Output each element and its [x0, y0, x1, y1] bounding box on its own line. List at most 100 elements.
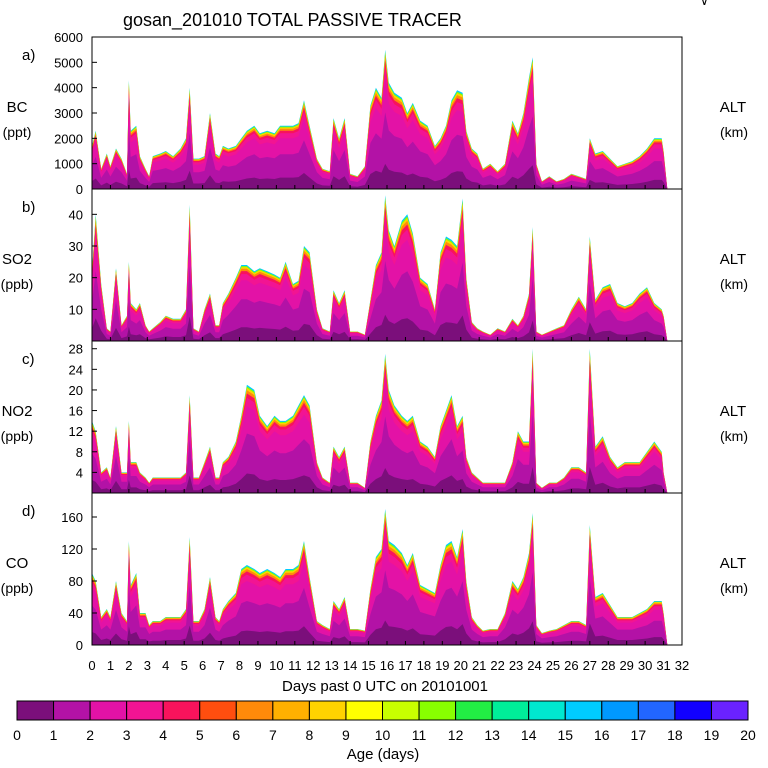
colorbar-swatch	[637, 700, 676, 721]
colorbar-swatch	[382, 700, 420, 721]
x-tick-label: 27	[583, 658, 597, 673]
panel-label: b)	[22, 199, 35, 216]
x-tick-label: 0	[88, 658, 95, 673]
colorbar-tick-label: 1	[50, 727, 58, 743]
y-axis-label: BC	[7, 99, 28, 116]
x-tick-label: 11	[288, 658, 302, 673]
x-tick-label: 8	[236, 658, 243, 673]
y-tick-label: 80	[69, 574, 83, 589]
colorbar-tick-label: 18	[667, 727, 683, 743]
y-tick-label: 6000	[54, 30, 83, 45]
x-tick-label: 22	[490, 658, 504, 673]
x-tick-label: 23	[509, 658, 523, 673]
colorbar-swatch	[710, 700, 749, 721]
right-axis-unit: (km)	[720, 428, 748, 444]
x-tick-label: 3	[144, 658, 151, 673]
x-tick-label: 17	[398, 658, 412, 673]
colorbar-tick-label: 20	[740, 727, 756, 743]
colorbar-swatch	[674, 700, 712, 721]
colorbar-tick-label: 16	[594, 727, 610, 743]
panel-label: d)	[22, 503, 35, 520]
colorbar-swatch	[418, 700, 457, 721]
y-tick-label: 0	[76, 182, 83, 197]
right-axis-label: ALT	[720, 555, 746, 572]
x-tick-label: 2	[125, 658, 132, 673]
x-tick-label: 19	[435, 658, 449, 673]
colorbar-tick-label: 15	[557, 727, 573, 743]
colorbar-tick-label: 19	[704, 727, 720, 743]
y-axis-unit: (ppb)	[1, 276, 34, 292]
x-tick-label: 1	[107, 658, 114, 673]
colorbar-tick-label: 0	[13, 727, 21, 743]
colorbar-tick-label: 8	[306, 727, 314, 743]
colorbar-swatch	[53, 700, 91, 721]
y-tick-label: 120	[61, 542, 83, 557]
series-area-base	[92, 163, 668, 189]
y-tick-label: 8	[76, 445, 83, 460]
colorbar-swatch	[235, 700, 274, 721]
y-tick-label: 30	[69, 239, 83, 254]
x-tick-label: 26	[564, 658, 578, 673]
y-tick-label: 16	[69, 404, 83, 419]
x-tick-label: 30	[638, 658, 652, 673]
right-axis-label: ALT	[720, 403, 746, 420]
colorbar-tick-label: 14	[521, 727, 537, 743]
x-tick-label: 9	[254, 658, 261, 673]
x-axis-label: Days past 0 UTC on 20101001	[282, 678, 488, 695]
colorbar-tick-label: 13	[484, 727, 500, 743]
right-axis-unit: (km)	[720, 580, 748, 596]
y-axis-unit: (ppb)	[1, 428, 34, 444]
panel-label: c)	[22, 351, 35, 368]
series-area-layer-1	[92, 112, 668, 189]
colorbar-swatch	[162, 700, 201, 721]
series-area-base	[92, 467, 668, 493]
colorbar-swatch	[491, 700, 530, 721]
y-tick-label: 24	[69, 362, 83, 377]
y-axis-unit: (ppb)	[1, 580, 34, 596]
y-tick-label: 10	[69, 302, 83, 317]
y-tick-label: 1000	[54, 157, 83, 172]
colorbar-tick-label: 9	[342, 727, 350, 743]
y-axis-label: SO2	[2, 251, 32, 268]
colorbar-swatch	[199, 700, 237, 721]
colorbar-swatch	[272, 700, 310, 721]
x-tick-label: 32	[675, 658, 689, 673]
colorbar-swatch	[345, 700, 384, 721]
panel-label: a)	[22, 47, 35, 64]
y-tick-label: 40	[69, 207, 83, 222]
y-tick-label: 2000	[54, 131, 83, 146]
x-tick-label: 21	[472, 658, 486, 673]
series-area-layer-1	[92, 413, 668, 493]
x-tick-label: 25	[546, 658, 560, 673]
colorbar-tick-label: 4	[159, 727, 167, 743]
colorbar-tick-label: 12	[448, 727, 464, 743]
y-tick-label: 5000	[54, 55, 83, 70]
colorbar-swatch	[528, 700, 566, 721]
series-area-base	[92, 620, 668, 645]
y-tick-label: 40	[69, 606, 83, 621]
colorbar-tick-label: 10	[375, 727, 391, 743]
x-tick-label: 6	[199, 658, 206, 673]
x-tick-label: 12	[306, 658, 320, 673]
x-tick-label: 18	[417, 658, 431, 673]
colorbar-swatch	[126, 700, 164, 721]
y-axis-unit: (ppt)	[3, 124, 32, 140]
y-tick-label: 4	[76, 465, 83, 480]
x-tick-label: 31	[656, 658, 670, 673]
y-tick-label: 20	[69, 383, 83, 398]
x-tick-label: 16	[380, 658, 394, 673]
colorbar-swatch	[16, 700, 55, 721]
x-tick-label: 4	[162, 658, 169, 673]
y-tick-label: 3000	[54, 106, 83, 121]
chart-title: gosan_201010 TOTAL PASSIVE TRACER	[123, 10, 462, 30]
x-tick-label: 15	[361, 658, 375, 673]
y-axis-label: CO	[6, 555, 29, 572]
colorbar-tick-label: 7	[269, 727, 277, 743]
right-axis-unit: (km)	[720, 124, 748, 140]
y-tick-label: 12	[69, 424, 83, 439]
series-area-layer-2	[92, 377, 668, 493]
series-area-base	[92, 314, 668, 341]
corner-mark: ∨	[700, 0, 709, 8]
colorbar-label: Age (days)	[347, 746, 420, 763]
colorbar-tick-label: 2	[86, 727, 94, 743]
